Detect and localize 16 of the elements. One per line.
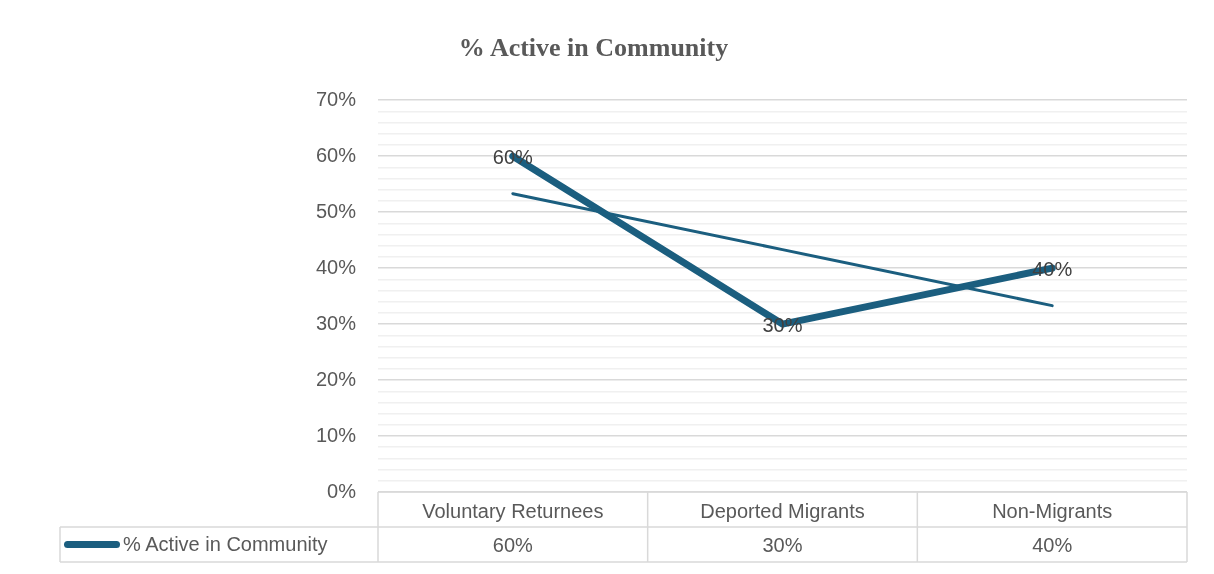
y-tick-label: 20%: [315, 367, 357, 390]
y-tick-label: 10%: [315, 423, 357, 446]
y-tick-label: 70%: [315, 87, 357, 110]
x-tick-label: Voluntary Returnees: [422, 499, 604, 522]
y-tick-label: 60%: [315, 143, 357, 166]
y-tick-label: 50%: [315, 199, 357, 222]
data-label: 60%: [492, 534, 534, 557]
y-tick-label: 30%: [315, 311, 357, 334]
data-label: 30%: [762, 534, 803, 557]
chart-title: % Active in Community: [458, 33, 729, 63]
y-tick-label: 0%: [327, 479, 357, 502]
legend-label: % Active in Community: [123, 533, 328, 556]
x-tick-label: Deported Migrants: [700, 499, 865, 522]
x-tick-label: Non-Migrants: [992, 499, 1113, 522]
data-label: 40%: [1032, 534, 1073, 557]
y-tick-label: 40%: [315, 255, 357, 278]
